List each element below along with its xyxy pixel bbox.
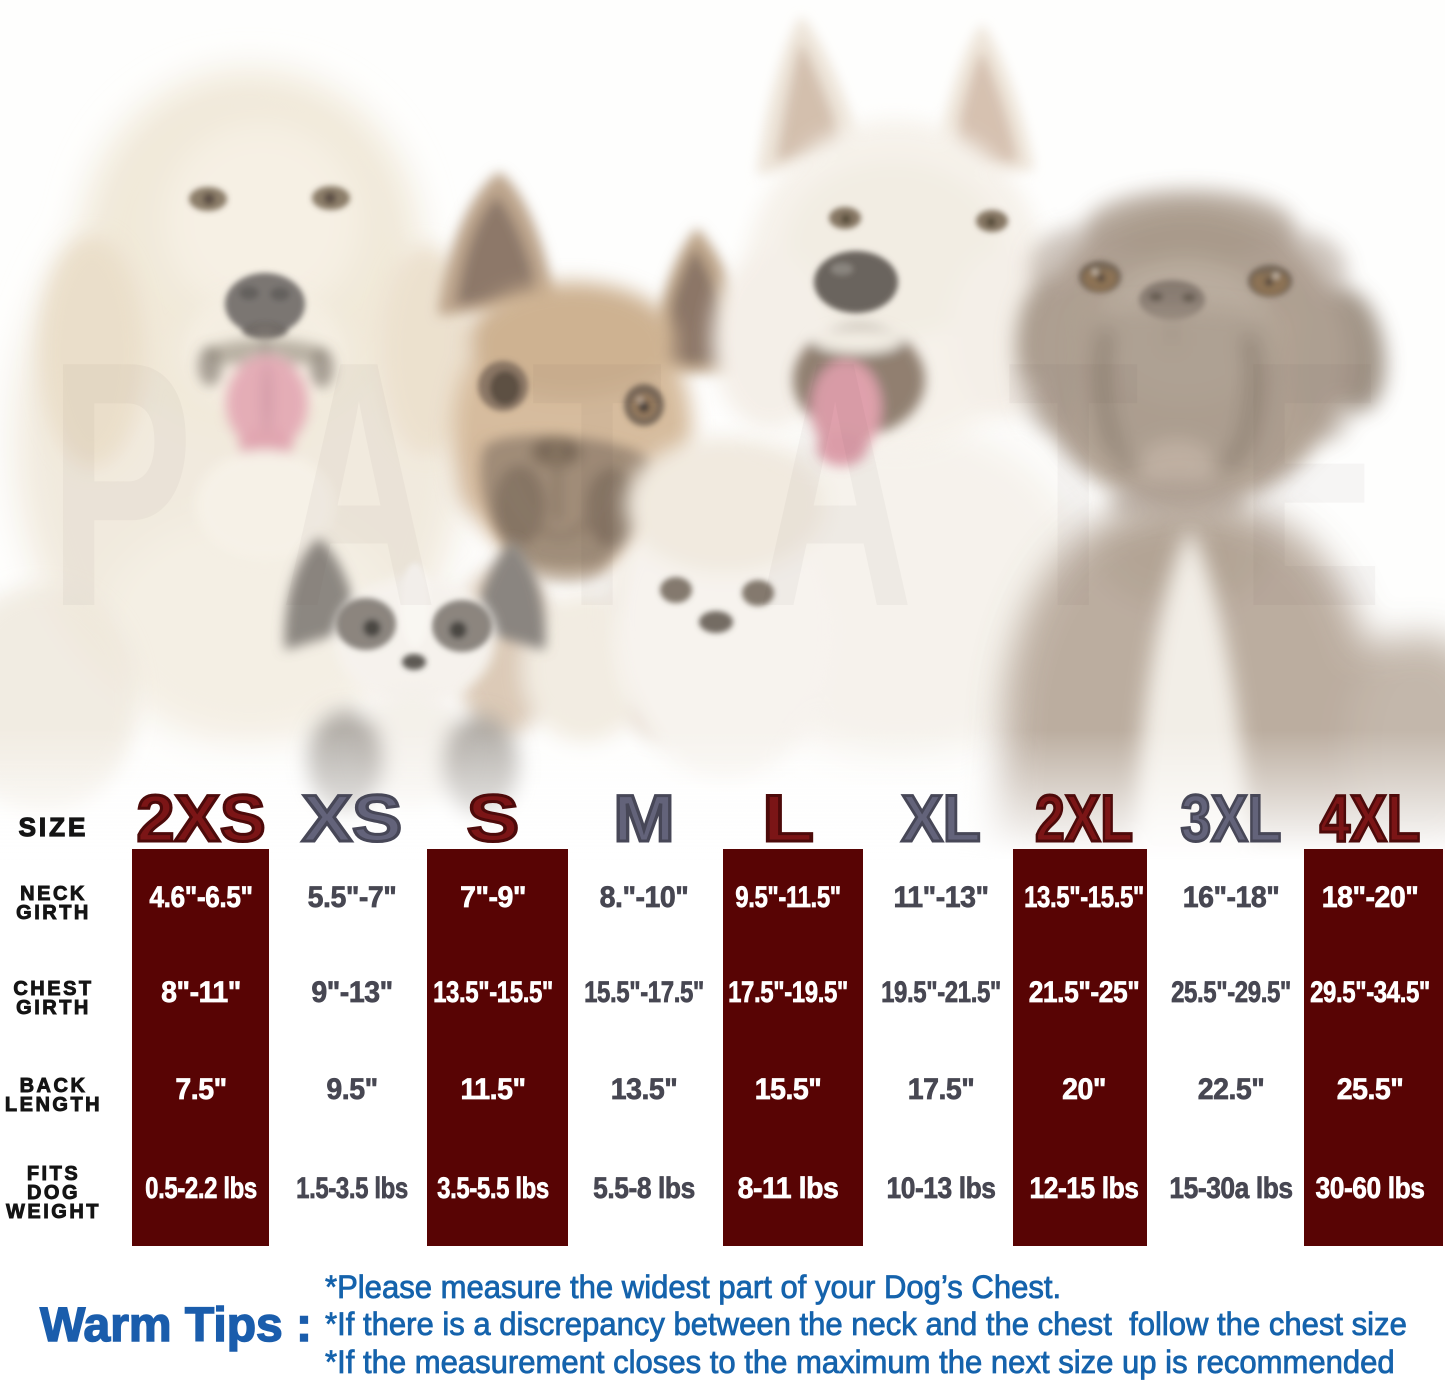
svg-text:A: A	[757, 288, 914, 680]
svg-text:P: P	[49, 288, 194, 680]
svg-text:E: E	[1239, 288, 1384, 680]
svg-text:T: T	[1007, 288, 1140, 680]
svg-text:A: A	[281, 288, 438, 680]
svg-text:T: T	[531, 288, 664, 680]
